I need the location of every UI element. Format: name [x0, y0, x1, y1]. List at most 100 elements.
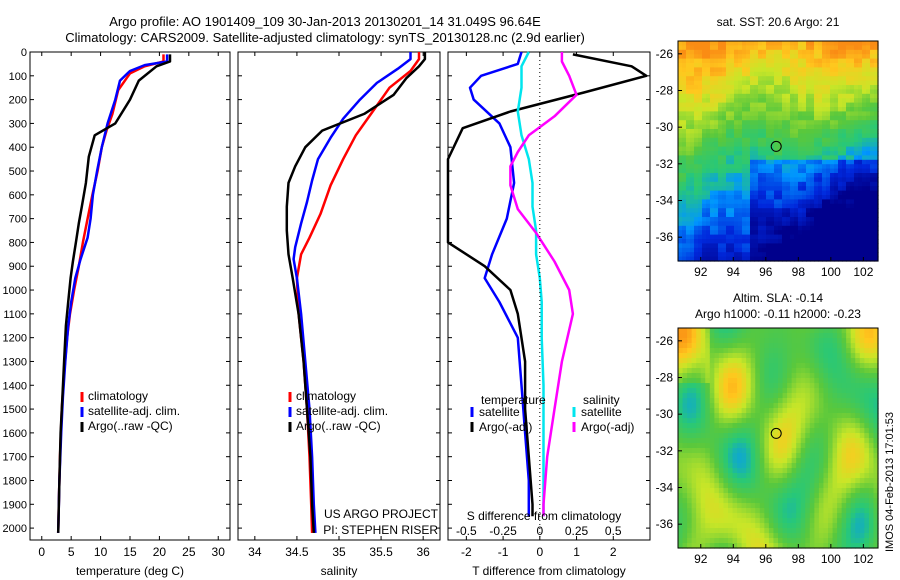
sst-cell	[746, 186, 751, 192]
sla-cell	[800, 503, 806, 509]
sst-cell	[682, 252, 687, 258]
sst-cell	[854, 107, 859, 112]
sst-cell	[734, 102, 739, 108]
sla-cell	[814, 353, 820, 359]
sst-cell	[766, 243, 771, 249]
sst-cell	[742, 89, 747, 95]
sla-cell	[800, 508, 806, 514]
sst-cell	[874, 177, 879, 183]
sla-cell	[864, 513, 870, 519]
sst-cell	[710, 186, 715, 192]
sst-cell	[870, 203, 875, 209]
sst-cell	[826, 221, 831, 227]
sst-cell	[806, 120, 811, 126]
sla-cell	[705, 493, 711, 499]
sst-cell	[802, 107, 807, 112]
sla-cell	[728, 473, 734, 479]
sla-cell	[787, 333, 793, 339]
sla-cell	[773, 358, 779, 364]
sla-cell	[732, 503, 738, 509]
sst-cell	[750, 41, 755, 46]
sst-cell	[718, 67, 723, 73]
sla-cell	[705, 443, 711, 449]
sla-cell	[814, 503, 820, 509]
sst-cell	[782, 177, 787, 183]
sst-cell	[838, 173, 843, 178]
sst-cell	[854, 129, 859, 134]
sla-cell	[837, 508, 843, 514]
sst-cell	[810, 102, 815, 108]
sla-cell	[814, 523, 820, 529]
sst-cell	[686, 45, 691, 51]
sst-cell	[774, 247, 779, 253]
sst-cell	[742, 80, 747, 86]
sla-cell	[859, 383, 865, 389]
sla-cell	[741, 513, 747, 519]
sst-cell	[686, 155, 691, 161]
sla-cell	[841, 508, 847, 514]
sla-cell	[778, 478, 784, 484]
sst-cell	[822, 54, 827, 60]
sla-cell	[737, 378, 743, 384]
sst-cell	[778, 93, 783, 99]
sla-cell	[859, 403, 865, 409]
sst-cell	[706, 243, 711, 249]
sst-cell	[854, 230, 859, 236]
sst-cell	[782, 93, 787, 99]
sla-cell	[828, 478, 834, 484]
sla-cell	[823, 388, 829, 394]
sla-cell	[828, 413, 834, 419]
sst-cell	[830, 252, 835, 258]
sst-cell	[758, 146, 763, 152]
sla-cell	[828, 348, 834, 354]
sst-cell	[806, 195, 811, 200]
sla-cell	[814, 378, 820, 384]
sla-cell	[841, 523, 847, 529]
sla-cell	[746, 473, 752, 479]
sst-cell	[706, 58, 711, 64]
sst-cell	[810, 221, 815, 227]
sla-cell	[791, 498, 797, 504]
sst-cell	[730, 247, 735, 253]
sla-cell	[805, 498, 811, 504]
sst-cell	[798, 80, 803, 86]
sst-cell	[698, 195, 703, 200]
sla-cell	[796, 493, 802, 499]
sst-cell	[694, 80, 699, 86]
sst-cell	[802, 111, 807, 117]
sla-cell	[828, 498, 834, 504]
sla-cell	[841, 368, 847, 374]
sst-cell	[862, 186, 867, 192]
sst-cell	[734, 93, 739, 99]
sst-cell	[746, 164, 751, 170]
sst-cell	[842, 107, 847, 112]
sla-cell	[750, 383, 756, 389]
sst-cell	[766, 217, 771, 222]
sst-cell	[786, 155, 791, 161]
sst-cell	[762, 133, 767, 139]
sla-cell	[728, 463, 734, 469]
sst-cell	[814, 234, 819, 240]
sla-cell	[714, 398, 720, 404]
sst-cell	[874, 164, 879, 170]
sst-cell	[834, 203, 839, 209]
sst-cell	[742, 234, 747, 240]
sla-cell	[796, 383, 802, 389]
sst-cell	[706, 151, 711, 156]
sst-cell	[810, 225, 815, 231]
sst-cell	[786, 71, 791, 77]
sst-cell	[794, 177, 799, 183]
sst-cell	[870, 177, 875, 183]
sst-cell	[714, 155, 719, 161]
sla-cell	[678, 488, 684, 494]
sst-cell	[874, 142, 879, 148]
sst-cell	[850, 137, 855, 143]
sla-cell	[709, 523, 715, 529]
sst-cell	[866, 168, 871, 174]
sla-cell	[832, 358, 838, 364]
sst-cell	[826, 252, 831, 258]
sla-cell	[773, 453, 779, 459]
sst-cell	[686, 181, 691, 187]
sla-cell	[714, 503, 720, 509]
sla-cell	[832, 368, 838, 374]
